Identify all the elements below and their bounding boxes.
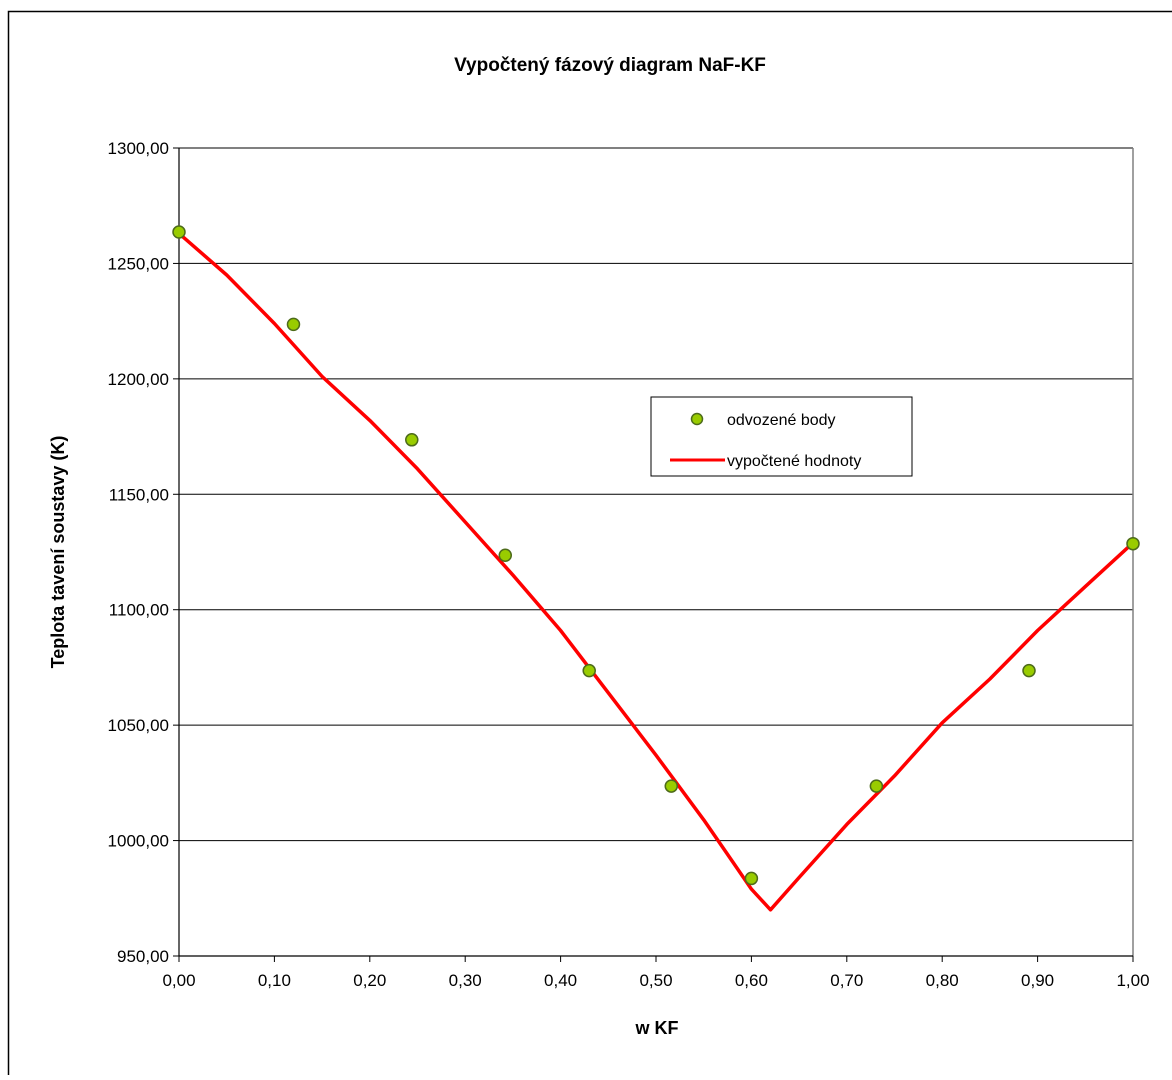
- x-tick-label: 0,60: [735, 971, 768, 990]
- data-point: [173, 226, 185, 238]
- x-tick-label: 0,20: [353, 971, 386, 990]
- y-tick-label: 1250,00: [108, 254, 169, 273]
- y-tick-label: 1100,00: [109, 601, 169, 620]
- x-tick-label: 0,00: [162, 971, 195, 990]
- x-tick-label: 0,70: [830, 971, 863, 990]
- chart-title: Vypočtený fázový diagram NaF-KF: [454, 55, 766, 76]
- data-point: [1023, 665, 1035, 677]
- data-point: [287, 318, 299, 330]
- x-axis-label: w KF: [635, 1018, 679, 1038]
- x-tick-label: 0,90: [1021, 971, 1054, 990]
- y-tick-label: 1300,00: [108, 139, 169, 158]
- x-tick-label: 1,00: [1116, 971, 1149, 990]
- data-point: [665, 780, 677, 792]
- data-point: [745, 872, 757, 884]
- data-point: [583, 665, 595, 677]
- legend: odvozené body vypočtené hodnoty: [651, 397, 912, 476]
- y-axis-label: Teplota tavení soustavy (K): [48, 436, 68, 669]
- data-point: [870, 780, 882, 792]
- x-tick-label: 0,40: [544, 971, 577, 990]
- x-tick-label: 0,80: [926, 971, 959, 990]
- legend-label-points: odvozené body: [727, 412, 836, 429]
- data-point: [1127, 538, 1139, 550]
- y-tick-label: 1050,00: [108, 716, 169, 735]
- x-tick-label: 0,30: [449, 971, 482, 990]
- legend-label-line: vypočtené hodnoty: [727, 453, 861, 470]
- x-tick-label: 0,50: [639, 971, 672, 990]
- y-tick-label: 950,00: [117, 947, 169, 966]
- legend-marker-points: [692, 414, 703, 425]
- y-tick-label: 1000,00: [108, 832, 169, 851]
- plot-area: [179, 148, 1133, 956]
- data-point: [499, 549, 511, 561]
- data-point: [406, 434, 418, 446]
- y-tick-label: 1150,00: [109, 485, 169, 504]
- x-tick-label: 0,10: [258, 971, 291, 990]
- y-tick-label: 1200,00: [108, 370, 169, 389]
